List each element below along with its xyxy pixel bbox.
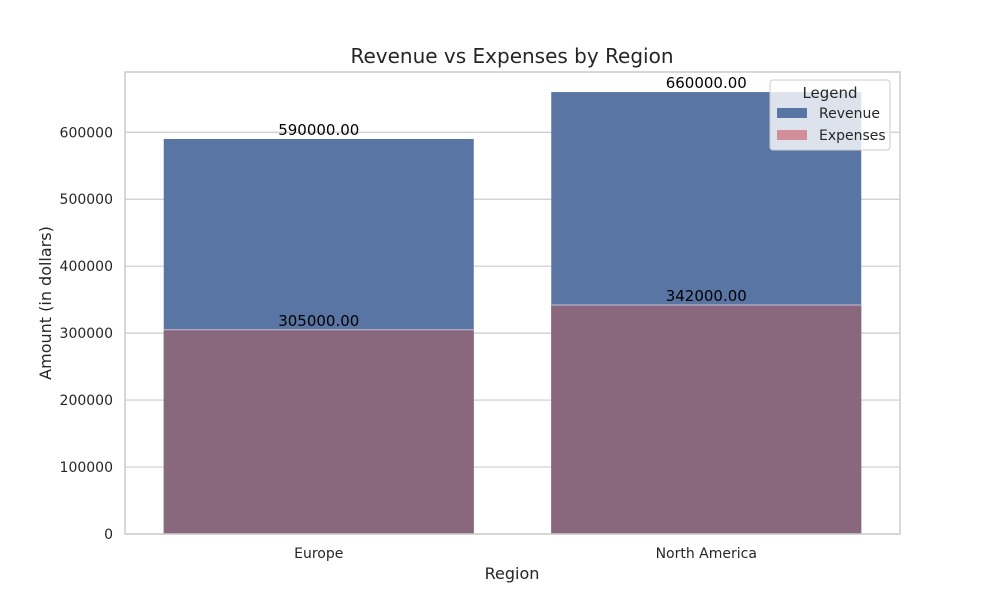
y-tick-label: 200000 [60,393,113,409]
x-tick-labels: Europe North America [294,546,757,562]
y-tick-label: 500000 [60,192,113,208]
data-labels: 590000.00 305000.00 660000.00 342000.00 [278,74,747,330]
legend-swatch-expenses [777,130,807,140]
data-label-expenses-europe: 305000.00 [278,312,359,330]
legend-swatch-revenue [777,108,807,118]
y-axis-title: Amount (in dollars) [36,226,55,380]
y-tick-label: 400000 [60,259,113,275]
y-tick-label: 0 [104,527,113,543]
bar-expenses-north-america [551,305,862,534]
x-tick-label-europe: Europe [294,546,343,562]
plot-frame [124,71,901,535]
x-axis-title: Region [485,564,540,583]
legend-label-revenue: Revenue [819,106,880,122]
bar-expenses-europe [163,329,474,534]
y-tick-label: 100000 [60,460,113,476]
x-tick-label-north-america: North America [656,546,757,562]
y-tick-label: 300000 [60,326,113,342]
legend-label-expenses: Expenses [819,128,886,144]
chart-title: Revenue vs Expenses by Region [350,44,673,68]
y-tick-label: 600000 [60,125,113,141]
bars [163,92,862,534]
data-label-revenue-europe: 590000.00 [278,121,359,139]
y-tick-labels: 0 100000 200000 300000 400000 500000 600000 [60,125,113,543]
legend: Legend Revenue Expenses [769,79,891,151]
legend-title: Legend [802,84,857,102]
data-label-expenses-north-america: 342000.00 [666,287,747,305]
data-label-revenue-north-america: 660000.00 [666,74,747,92]
